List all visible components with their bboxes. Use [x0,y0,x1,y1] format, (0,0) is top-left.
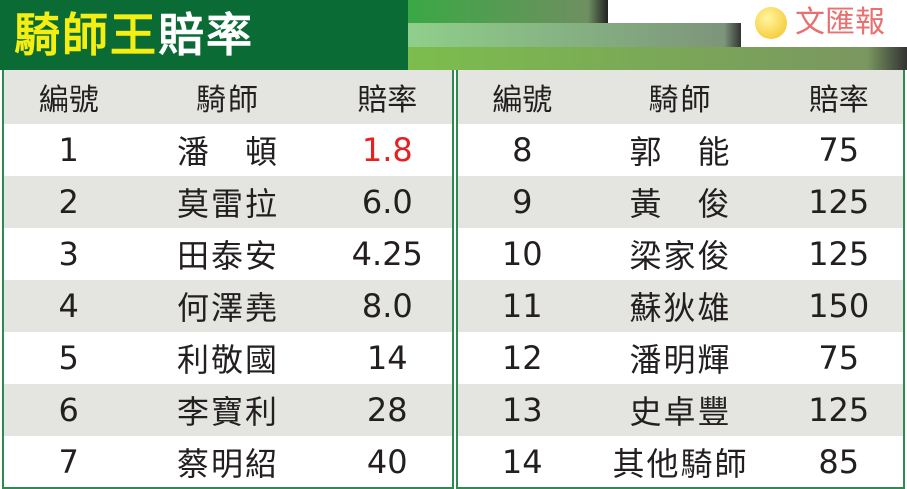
jockey-cell: 其他騎師 [612,445,749,483]
column-header: 編號 [492,83,553,118]
odds-cell: 1.8 [361,131,413,169]
table-row: 4 何澤堯 8.0 [4,280,452,332]
table-row: 3 田泰安 4.25 [4,228,452,280]
odds-cell: 125 [808,391,870,429]
odds-cell: 4.25 [351,235,423,273]
jockey-cell: 莫雷拉 [176,185,279,223]
jockey-cell: 黃 俊 [629,185,732,223]
jockey-cell: 蘇狄雄 [629,289,732,327]
number-cell: 10 [501,235,543,273]
number-cell: 12 [501,339,543,377]
jockey-cell: 潘明輝 [629,341,732,379]
column-header: 騎師 [196,83,260,118]
odds-cell: 75 [818,131,860,169]
odds-cell: 125 [808,183,870,221]
number-cell: 9 [512,183,533,221]
column-header: 賠率 [808,83,869,118]
table-row: 13 史卓豐 125 [458,384,903,436]
table-header: 編號 騎師 賠率 [458,70,903,124]
table-header: 編號 騎師 賠率 [4,70,452,124]
title-white: 賠率 [158,8,254,62]
page-title: 騎師王賠率 [0,0,408,70]
table-row: 5 利敬國 14 [4,332,452,384]
number-cell: 13 [501,391,543,429]
table-row: 6 李寶利 28 [4,384,452,436]
jockey-cell: 利敬國 [176,341,279,379]
jockey-cell: 潘 頓 [176,133,279,171]
number-cell: 1 [58,131,79,169]
logo-sun-icon [755,7,787,39]
odds-cell: 6.0 [361,183,413,221]
table-row: 9 黃 俊 125 [458,176,903,228]
jockey-cell: 蔡明紹 [176,445,279,483]
number-cell: 8 [512,131,533,169]
number-cell: 2 [58,183,79,221]
table-row: 14 其他騎師 85 [458,436,903,488]
odds-cell: 8.0 [361,287,413,325]
number-cell: 5 [58,339,79,377]
jockey-cell: 何澤堯 [176,289,279,327]
odds-cell: 125 [808,235,870,273]
odds-cell: 85 [818,443,860,481]
column-header: 騎師 [648,83,713,118]
decor-bar [408,23,741,47]
number-cell: 3 [58,235,79,273]
table-row: 12 潘明輝 75 [458,332,903,384]
jockey-cell: 梁家俊 [629,237,732,275]
jockey-cell: 田泰安 [176,237,279,275]
number-cell: 6 [58,391,79,429]
number-cell: 14 [501,443,543,481]
number-cell: 11 [501,287,543,325]
title-yellow: 騎師王 [14,8,158,62]
decor-bar [408,0,608,23]
column-header: 編號 [38,83,99,118]
watermark-logo: 文匯報 [755,3,905,45]
right-table: 編號 騎師 賠率 8 郭 能 75 9 黃 俊 125 10 梁家俊 125 11 … [456,70,905,489]
column-header: 賠率 [357,83,418,118]
table-row: 11 蘇狄雄 150 [458,280,903,332]
odds-cell: 40 [366,443,408,481]
odds-cell: 14 [366,339,408,377]
table-row: 1 潘 頓 1.8 [4,124,452,176]
jockey-cell: 郭 能 [629,133,732,171]
table-row: 7 蔡明紹 40 [4,436,452,488]
odds-cell: 150 [808,287,870,325]
jockey-cell: 史卓豐 [629,393,732,431]
odds-cell: 28 [366,391,408,429]
odds-cell: 75 [818,339,860,377]
table-row: 10 梁家俊 125 [458,228,903,280]
watermark-text: 文匯報 [795,5,885,40]
table-row: 8 郭 能 75 [458,124,903,176]
left-table: 編號 騎師 賠率 1 潘 頓 1.8 2 莫雷拉 6.0 3 田泰安 4.25 4 … [2,70,454,489]
number-cell: 4 [58,287,79,325]
table-row: 2 莫雷拉 6.0 [4,176,452,228]
jockey-cell: 李寶利 [176,393,279,431]
number-cell: 7 [58,443,79,481]
decor-bar [408,47,907,70]
